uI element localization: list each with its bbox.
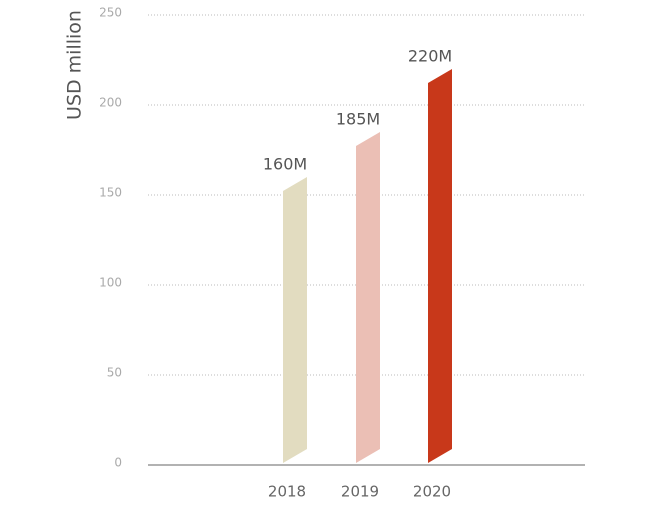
bar — [283, 177, 307, 463]
value-label: 185M — [336, 110, 380, 129]
y-tick-label: 200 — [99, 96, 122, 110]
x-tick-label: 2020 — [413, 483, 451, 501]
x-tick-label: 2018 — [268, 483, 306, 501]
y-tick-label: 250 — [99, 6, 122, 20]
y-tick-label: 50 — [107, 366, 122, 380]
y-tick-label: 100 — [99, 276, 122, 290]
bar — [428, 69, 452, 463]
bar — [356, 132, 380, 463]
value-label: 160M — [263, 155, 307, 174]
x-tick-label: 2019 — [341, 483, 379, 501]
y-axis-label: USD million — [64, 10, 86, 120]
y-tick-label: 0 — [114, 456, 122, 470]
value-label: 220M — [408, 47, 452, 66]
y-tick-label: 150 — [99, 186, 122, 200]
